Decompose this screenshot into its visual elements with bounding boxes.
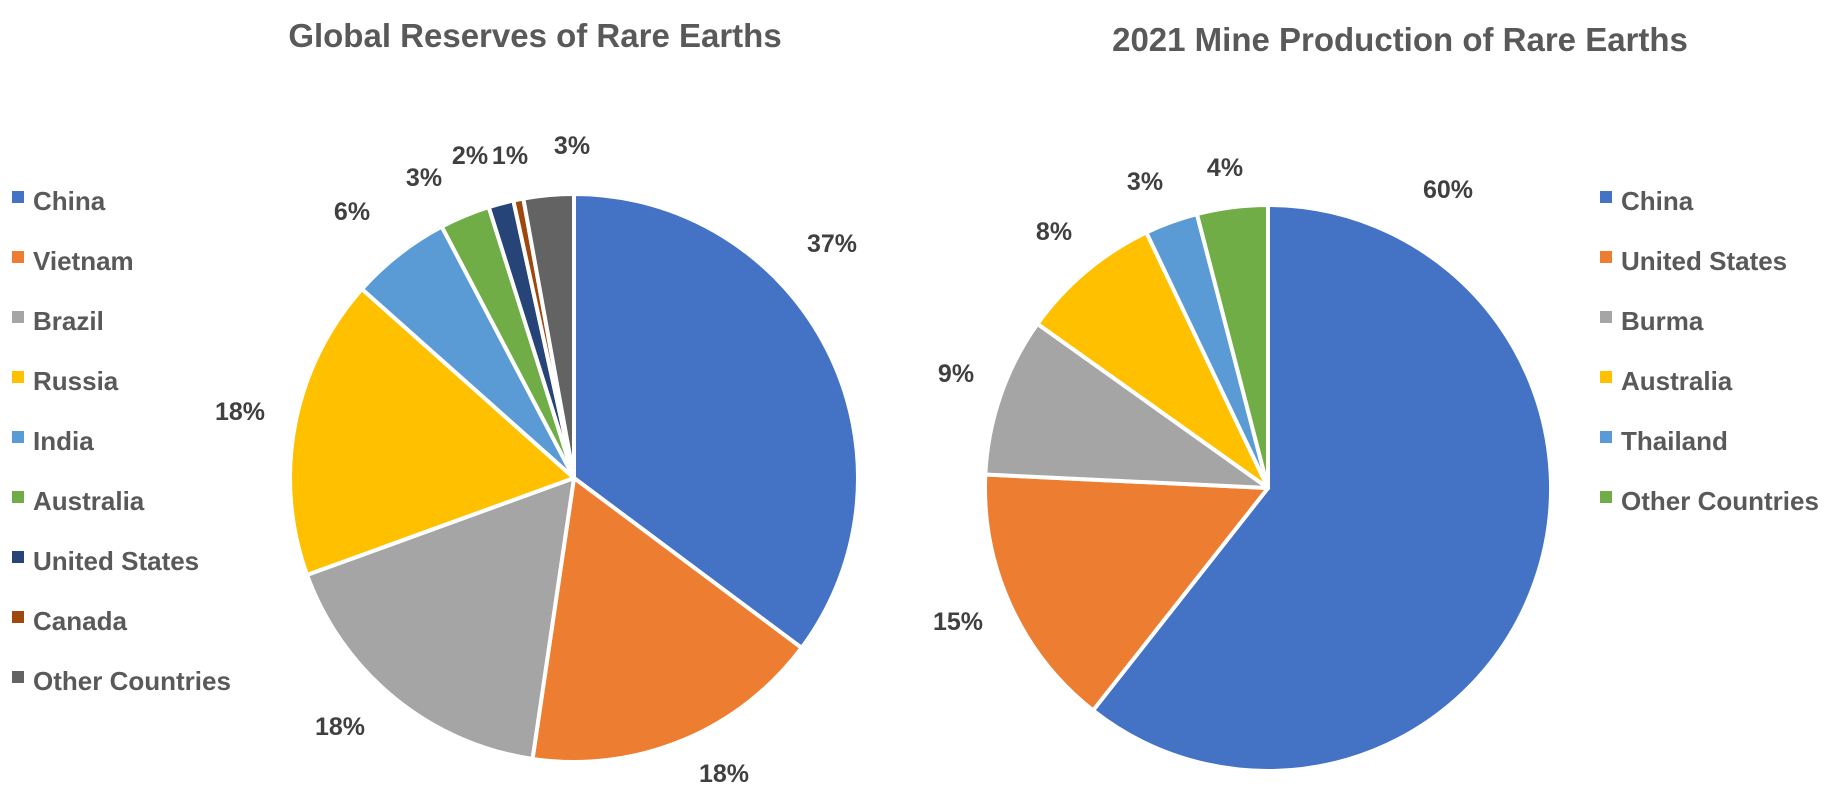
- legend-label-production-other-countries: Other Countries: [1621, 486, 1819, 516]
- pie-slice-reserves-other-countries: [521, 192, 576, 480]
- legend-label-production-china: China: [1621, 186, 1694, 216]
- data-label-reserves-united-states: 2%: [452, 142, 488, 170]
- pie-slice-production-australia: [1035, 230, 1270, 490]
- data-label-production-other-countries: 4%: [1207, 154, 1243, 182]
- data-label-production-china: 60%: [1423, 176, 1473, 204]
- pie-slice-production-burma: [983, 321, 1270, 490]
- data-label-production-thailand: 3%: [1127, 168, 1163, 196]
- pie-slice-production-other-countries: [1194, 203, 1270, 490]
- data-label-production-australia: 8%: [1036, 218, 1072, 246]
- legend-label-production-australia: Australia: [1621, 366, 1733, 396]
- legend-label-reserves-canada: Canada: [33, 606, 127, 636]
- legend-label-reserves-united-states: United States: [33, 546, 199, 576]
- chart-title-reserves: Global Reserves of Rare Earths: [288, 17, 781, 54]
- pie-slice-reserves-brazil: [305, 476, 576, 761]
- pie-slice-reserves-vietnam: [530, 476, 804, 765]
- legend-label-reserves-other-countries: Other Countries: [33, 666, 231, 696]
- legend-label-reserves-russia: Russia: [33, 366, 119, 396]
- legend-swatch-reserves-united-states: [12, 551, 24, 563]
- legend-swatch-production-burma: [1600, 311, 1612, 323]
- data-label-reserves-canada: 1%: [492, 142, 528, 170]
- data-label-reserves-vietnam: 18%: [699, 760, 749, 788]
- legend-swatch-production-australia: [1600, 371, 1612, 383]
- pie-slice-production-united-states: [982, 472, 1270, 713]
- pie-chart-reserves: 37% 18% 18% 18% 6% 3% 2% 1% 3% China Vietnam Brazil…: [12, 132, 861, 788]
- data-label-reserves-brazil: 18%: [315, 713, 365, 741]
- legend-swatch-reserves-china: [12, 191, 24, 203]
- legend-label-production-thailand: Thailand: [1621, 426, 1728, 456]
- data-label-reserves-australia: 3%: [406, 164, 442, 192]
- pie-slice-production-china: [1091, 203, 1553, 773]
- legend-swatch-reserves-india: [12, 431, 24, 443]
- legend-label-reserves-brazil: Brazil: [33, 306, 104, 336]
- pie-slice-reserves-china: [572, 192, 861, 650]
- legend-swatch-reserves-australia: [12, 491, 24, 503]
- legend-label-production-burma: Burma: [1621, 306, 1704, 336]
- legend-label-reserves-australia: Australia: [33, 486, 145, 516]
- legend-swatch-production-thailand: [1600, 431, 1612, 443]
- data-label-reserves-india: 6%: [334, 198, 370, 226]
- legend-swatch-production-china: [1600, 191, 1612, 203]
- data-label-production-united-states: 15%: [933, 608, 983, 636]
- data-label-reserves-china: 37%: [807, 230, 857, 258]
- legend-swatch-reserves-brazil: [12, 311, 24, 323]
- legend-swatch-reserves-canada: [12, 611, 24, 623]
- legend-swatch-reserves-russia: [12, 371, 24, 383]
- legend-swatch-reserves-other-countries: [12, 671, 24, 683]
- legend-swatch-reserves-vietnam: [12, 251, 24, 263]
- legend-label-reserves-china: China: [33, 186, 106, 216]
- legend-swatch-production-other-countries: [1600, 491, 1612, 503]
- pie-slice-reserves-russia: [288, 287, 576, 577]
- chart-title-production: 2021 Mine Production of Rare Earths: [1112, 21, 1688, 58]
- legend-label-reserves-india: India: [33, 426, 94, 456]
- legend-label-reserves-vietnam: Vietnam: [33, 246, 134, 276]
- legend-swatch-production-united-states: [1600, 251, 1612, 263]
- legend-label-production-united-states: United States: [1621, 246, 1787, 276]
- pie-chart-production: 60% 15% 9% 8% 3% 4% China United States Burma Aus…: [933, 154, 1819, 773]
- data-label-production-burma: 9%: [938, 360, 974, 388]
- data-label-reserves-russia: 18%: [215, 398, 265, 426]
- data-label-reserves-other-countries: 3%: [554, 132, 590, 160]
